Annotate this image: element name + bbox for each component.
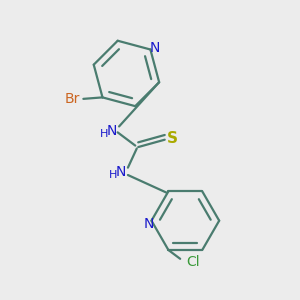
Text: N: N — [143, 217, 154, 231]
Text: H: H — [100, 129, 109, 139]
Text: Cl: Cl — [186, 255, 200, 269]
Text: N: N — [150, 41, 160, 55]
Text: Br: Br — [65, 92, 80, 106]
Text: N: N — [106, 124, 117, 138]
Text: H: H — [109, 170, 117, 180]
Text: N: N — [116, 165, 126, 179]
Text: S: S — [167, 131, 178, 146]
